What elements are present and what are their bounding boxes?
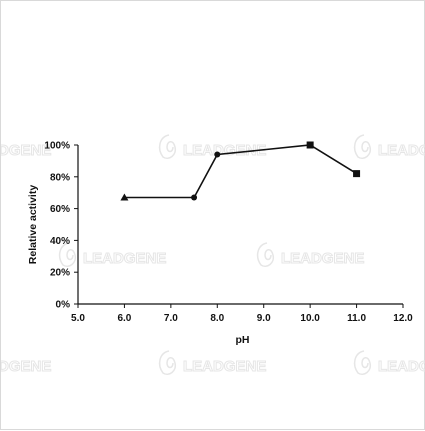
data-point-circle <box>214 151 221 158</box>
chart-ticks: 5.0 6.0 7.0 8.0 9.0 10.0 11.0 12.0 0% 20% 40% 60% 80… <box>44 141 413 325</box>
x-tick-label: 9.0 <box>257 313 271 324</box>
watermark-text: LEADGENE <box>1 142 51 159</box>
leaf-logo-icon <box>353 134 372 159</box>
data-point-square <box>306 141 314 149</box>
y-tick-label: 20% <box>50 268 70 279</box>
x-tick-label: 8.0 <box>210 313 224 324</box>
x-tick-label: 7.0 <box>164 313 178 324</box>
watermark-7: LEADGENE <box>353 350 425 376</box>
watermark-4: LEADGENE <box>256 242 365 268</box>
x-tick-label: 5.0 <box>71 313 85 324</box>
x-tick-label: 6.0 <box>117 313 131 324</box>
leaf-logo-icon <box>158 350 177 375</box>
watermark-text: LEADGENE <box>281 250 364 267</box>
watermark-6: LEADGENE <box>158 350 267 376</box>
series-line <box>124 144 358 199</box>
watermark-2: LEADGENE <box>353 134 425 160</box>
watermark-text: LEADGENE <box>378 142 425 159</box>
leaf-logo-icon <box>353 350 372 375</box>
y-tick-label: 60% <box>50 204 70 215</box>
leaf-logo-icon <box>158 134 177 159</box>
y-tick-label: 100% <box>44 141 70 152</box>
watermark-text: LEADGENE <box>1 358 51 375</box>
data-point-circle <box>191 194 198 201</box>
x-axis-title: pH <box>236 334 250 346</box>
watermark-text: LEADGENE <box>83 250 166 267</box>
watermark-0: LEADGENE <box>1 142 52 160</box>
x-tick-label: 11.0 <box>347 313 366 324</box>
watermark-text: LEADGENE <box>378 358 425 375</box>
y-tick-label: 80% <box>50 172 70 183</box>
x-tick-label: 12.0 <box>393 313 413 324</box>
y-tick-label: 0% <box>56 300 71 311</box>
chart-series <box>120 141 361 201</box>
watermark-text: LEADGENE <box>183 142 266 159</box>
leaf-logo-icon <box>58 242 77 267</box>
data-point-triangle <box>120 193 129 201</box>
watermark-1: LEADGENE <box>158 134 267 160</box>
watermark-layer: LEADGENE LEADGENE LEADGENE LEADGENE LEADGENE… <box>1 134 425 376</box>
data-point-square <box>353 170 361 178</box>
watermark-text: LEADGENE <box>183 358 266 375</box>
chart-axes <box>77 145 403 305</box>
leaf-logo-icon <box>256 242 275 267</box>
y-axis-title: Relative activity <box>27 185 39 265</box>
watermark-5: LEADGENE <box>1 358 52 376</box>
x-tick-label: 10.0 <box>300 313 320 324</box>
y-tick-label: 40% <box>50 236 70 247</box>
watermark-3: LEADGENE <box>58 242 167 268</box>
